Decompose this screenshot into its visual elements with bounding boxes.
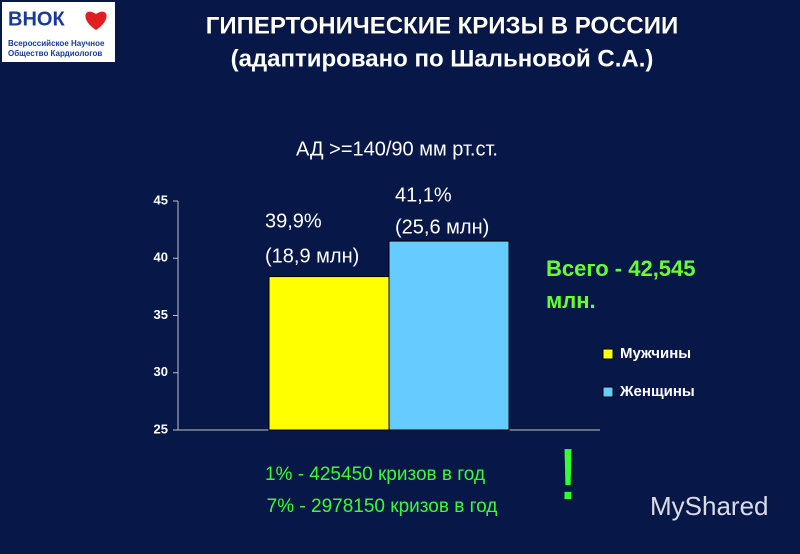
- y-tick-label: 25: [154, 421, 168, 436]
- bar: [388, 240, 510, 431]
- logo-text: Общество Кардиологов: [8, 49, 102, 58]
- logo-heart: [85, 11, 107, 30]
- legend-swatch: [602, 348, 614, 360]
- logo-name: ВНОК: [8, 8, 65, 30]
- watermark: MyShared: [650, 491, 769, 521]
- caption: АД >=140/90 мм рт.ст.: [296, 138, 498, 160]
- logo-text: Всероссийское Научное: [8, 39, 105, 48]
- y-tick-label: 40: [154, 250, 168, 265]
- annotation: Всего - 42,545: [546, 256, 696, 281]
- legend-label: Женщины: [619, 383, 695, 400]
- annotation: (25,6 млн): [395, 216, 489, 238]
- annotation: 1% - 425450 кризов в год: [265, 464, 485, 485]
- annotation: 41,1%: [395, 184, 452, 206]
- annotation: 39,9%: [265, 210, 322, 232]
- y-tick-label: 35: [154, 307, 168, 322]
- annotation: 7% - 2978150 кризов в год: [267, 496, 498, 517]
- y-tick-label: 30: [154, 364, 168, 379]
- annotation: млн.: [546, 288, 596, 313]
- annotation: (18,9 млн): [265, 245, 359, 267]
- chart-title: ГИПЕРТОНИЧЕСКИЕ КРИЗЫ В РОССИИ: [206, 12, 679, 39]
- annotation: !: [558, 435, 578, 515]
- bar: [268, 276, 390, 431]
- logo-box: [2, 2, 115, 62]
- legend-swatch: [602, 386, 614, 398]
- chart-subtitle: (адаптировано по Шальновой С.А.): [231, 45, 654, 72]
- y-tick-label: 45: [154, 192, 168, 207]
- legend-label: Мужчины: [620, 345, 691, 362]
